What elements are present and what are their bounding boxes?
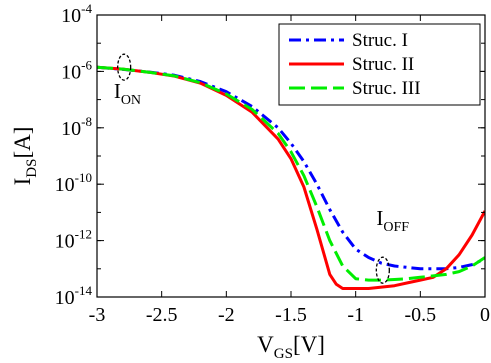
y-axis-title-group: IDS[A] <box>10 127 40 186</box>
annotations: ION IOFF <box>114 53 409 284</box>
x-tick-label-3: -2 <box>218 304 235 326</box>
y-tick-label-2: 10-6 <box>61 57 92 83</box>
y-axis-title: IDS[A] <box>10 127 40 186</box>
annotation-label-2: IOFF <box>376 206 409 235</box>
legend-label-2: Struc. II <box>352 54 414 75</box>
legend-box <box>278 23 481 106</box>
x-axis-title: VGS[V] <box>257 332 325 362</box>
x-tick-label-1: -3 <box>89 304 106 326</box>
legend-label-1: Struc. I <box>352 30 408 51</box>
x-tick-label-7: 0 <box>480 304 490 326</box>
axes: -3 -2.5 -2 -1.5 -1 -0.5 0 10-4 10-6 10-8 10-10 10-1… <box>10 1 490 362</box>
y-tick-label-1: 10-4 <box>61 1 92 27</box>
y-tick-label-3: 10-8 <box>61 114 92 140</box>
series-line-3 <box>97 65 485 282</box>
y-tick-label-5: 10-12 <box>55 227 92 253</box>
legend-label-3: Struc. III <box>352 78 421 99</box>
annotation-ellipse-2 <box>375 256 390 284</box>
annotation-ellipse-1 <box>117 53 132 81</box>
y-tick-label-6: 10-14 <box>55 283 93 309</box>
x-tick-label-4: -1.5 <box>275 304 307 326</box>
series-lines <box>97 65 485 290</box>
legend: Struc. I Struc. II Struc. III <box>278 23 481 106</box>
y-tick-label-4: 10-10 <box>55 170 92 196</box>
x-tick-label-2: -2.5 <box>146 304 178 326</box>
x-tick-label-6: -0.5 <box>404 304 436 326</box>
annotation-label-1: ION <box>114 79 141 108</box>
x-tick-label-5: -1 <box>347 304 364 326</box>
